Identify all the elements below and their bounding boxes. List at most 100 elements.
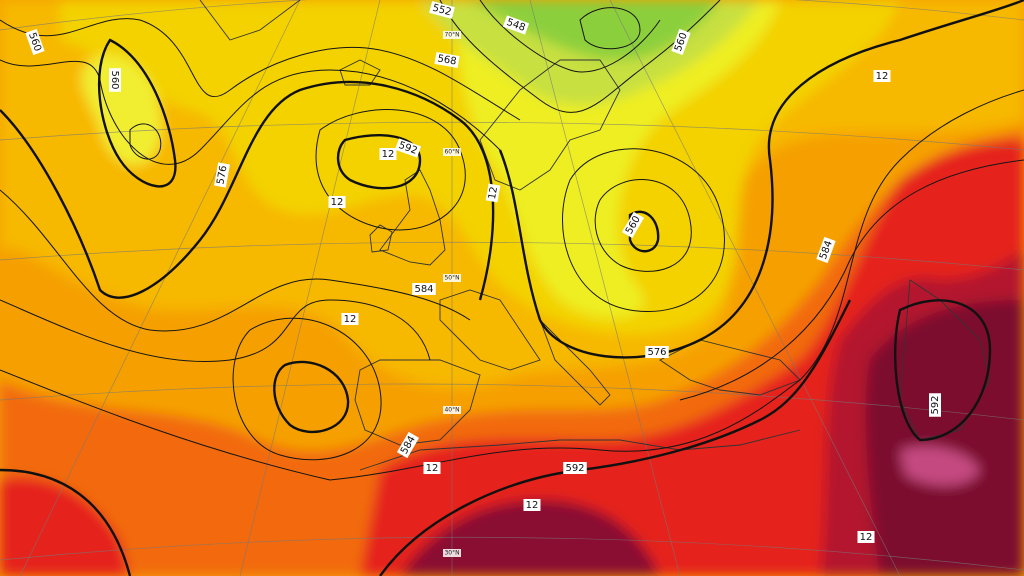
label-box <box>429 1 455 19</box>
grid-label-box <box>443 31 461 39</box>
contour-label-text: 12 <box>426 463 439 474</box>
contour-thick <box>379 299 852 576</box>
coast-ireland <box>369 224 393 253</box>
label-box <box>423 462 441 474</box>
contour-label-text: 584 <box>414 284 433 295</box>
label-box <box>873 70 891 82</box>
contour <box>0 189 471 332</box>
grid-label-box <box>443 148 461 156</box>
label-box <box>396 431 420 459</box>
field-yellow-atlantic <box>315 113 422 194</box>
contour-label: 584 <box>412 283 436 295</box>
contour-label: 12 <box>328 196 346 208</box>
latitude-line <box>0 536 1024 571</box>
label-box <box>412 283 436 295</box>
longitude-line <box>609 0 901 576</box>
field-yellow-west <box>81 55 162 166</box>
contour-label: 12 <box>379 148 397 160</box>
contour-thick <box>628 210 660 253</box>
longitude-line <box>529 0 681 576</box>
contour-label: 568 <box>434 52 460 68</box>
label-box <box>25 28 45 56</box>
longitude-line <box>239 0 381 576</box>
field-maroon <box>865 300 1024 576</box>
label-box <box>645 346 669 358</box>
contour-label: 12 <box>485 183 501 203</box>
contour <box>129 123 162 160</box>
contour-label-text: 552 <box>431 3 452 19</box>
contour-label: 12 <box>523 499 541 511</box>
contour-thick <box>893 299 992 442</box>
contour-label: 560 <box>109 68 121 92</box>
label-box <box>214 162 230 188</box>
label-box <box>109 68 121 92</box>
label-box <box>341 313 359 325</box>
contour-label-text: 592 <box>565 463 584 474</box>
label-box <box>929 393 941 417</box>
contour-label-text: 12 <box>382 149 395 160</box>
field-pink <box>900 446 980 486</box>
contour-label: 12 <box>423 462 441 474</box>
contour <box>0 89 1024 481</box>
latitude-line <box>0 383 1024 421</box>
coast-iberia <box>354 359 481 446</box>
grid-label: 50°N <box>444 275 459 282</box>
contour-label-text: 560 <box>109 70 120 89</box>
contour <box>0 299 431 363</box>
coast-greenland <box>199 0 301 41</box>
label-box <box>328 196 346 208</box>
contour-label: 12 <box>873 70 891 82</box>
contour-label: 592 <box>929 393 941 417</box>
grid-label: 70°N <box>444 32 459 39</box>
label-box <box>485 183 501 203</box>
contour <box>562 148 725 312</box>
contour-thick <box>498 0 1024 359</box>
labels: 5605605765921212125845685525485605605845… <box>25 1 941 557</box>
contour-label: 592 <box>563 462 587 474</box>
grid-label-box <box>443 274 461 282</box>
label-box <box>857 531 875 543</box>
contour-label-text: 12 <box>487 186 500 200</box>
contour-label-text: 12 <box>860 532 873 543</box>
label-box <box>379 148 397 160</box>
contour-label: 576 <box>645 346 669 358</box>
coast-britain <box>379 169 446 266</box>
contour-label: 576 <box>214 162 230 188</box>
contour-label: 12 <box>341 313 359 325</box>
coast-france <box>439 289 541 371</box>
contour-label-text: 12 <box>344 314 357 325</box>
contour-thick <box>273 360 350 434</box>
contour-label-text: 568 <box>437 53 458 67</box>
latitude-line <box>0 241 1024 271</box>
contour <box>579 7 641 50</box>
grid-label-box <box>443 406 461 414</box>
contour-label-text: 576 <box>647 347 666 358</box>
label-box <box>816 236 836 264</box>
contour-label-text: 12 <box>331 197 344 208</box>
latitude-line <box>0 121 1024 151</box>
label-box <box>621 211 645 239</box>
contour-label-text: 576 <box>215 165 229 186</box>
grid-label: 40°N <box>444 407 459 414</box>
label-box <box>563 462 587 474</box>
contour-label-text: 12 <box>876 71 889 82</box>
contour-thick <box>0 468 132 576</box>
label-box <box>502 15 530 35</box>
contour <box>679 159 1024 401</box>
coast-arabia <box>899 279 991 441</box>
contour <box>479 0 661 73</box>
contour-label-text: 592 <box>930 395 941 414</box>
contour-thick <box>97 38 177 188</box>
grid-label: 60°N <box>444 149 459 156</box>
label-box <box>434 52 460 68</box>
label-box <box>671 28 691 56</box>
contour-thick <box>0 80 495 301</box>
contour-label: 12 <box>857 531 875 543</box>
contour-thick <box>336 134 422 190</box>
coast-north-africa <box>359 429 801 471</box>
contour-label: 552 <box>429 1 455 19</box>
grid-label-box <box>443 549 461 557</box>
